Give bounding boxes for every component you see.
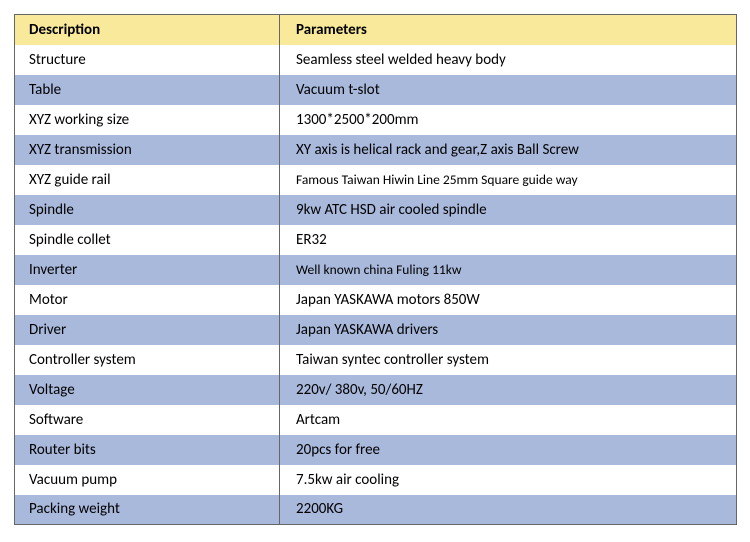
table-row: XYZ working size1300*2500*200mm [15, 105, 737, 135]
table-row: Controller systemTaiwan syntec controlle… [15, 345, 737, 375]
table-header-row: Description Parameters [15, 15, 737, 45]
table-row: TableVacuum t-slot [15, 75, 737, 105]
table-row: InverterWell known china Fuling 11kw [15, 255, 737, 285]
cell-parameter: Artcam [280, 405, 737, 435]
cell-description: Spindle collet [15, 225, 280, 255]
cell-description: XYZ guide rail [15, 165, 280, 195]
table-row: DriverJapan YASKAWA drivers [15, 315, 737, 345]
cell-parameter: Famous Taiwan Hiwin Line 25mm Square gui… [280, 165, 737, 195]
cell-description: Structure [15, 45, 280, 75]
table-row: XYZ transmissionXY axis is helical rack … [15, 135, 737, 165]
cell-description: XYZ transmission [15, 135, 280, 165]
table-row: MotorJapan YASKAWA motors 850W [15, 285, 737, 315]
cell-parameter: XY axis is helical rack and gear,Z axis … [280, 135, 737, 165]
table-row: Voltage220v/ 380v, 50/60HZ [15, 375, 737, 405]
cell-description: Inverter [15, 255, 280, 285]
cell-parameter: 9kw ATC HSD air cooled spindle [280, 195, 737, 225]
table-row: XYZ guide railFamous Taiwan Hiwin Line 2… [15, 165, 737, 195]
spec-table: Description Parameters StructureSeamless… [14, 14, 737, 525]
cell-description: Packing weight [15, 495, 280, 525]
header-description: Description [15, 15, 280, 45]
cell-description: XYZ working size [15, 105, 280, 135]
cell-parameter: ER32 [280, 225, 737, 255]
cell-parameter: Taiwan syntec controller system [280, 345, 737, 375]
cell-description: Voltage [15, 375, 280, 405]
cell-description: Table [15, 75, 280, 105]
cell-description: Spindle [15, 195, 280, 225]
table-row: StructureSeamless steel welded heavy bod… [15, 45, 737, 75]
header-parameters: Parameters [280, 15, 737, 45]
cell-parameter: 20pcs for free [280, 435, 737, 465]
cell-parameter: Japan YASKAWA drivers [280, 315, 737, 345]
table-row: SoftwareArtcam [15, 405, 737, 435]
cell-parameter: Vacuum t-slot [280, 75, 737, 105]
table-row: Spindle9kw ATC HSD air cooled spindle [15, 195, 737, 225]
table-row: Spindle colletER32 [15, 225, 737, 255]
table-row: Router bits20pcs for free [15, 435, 737, 465]
table-row: Vacuum pump7.5kw air cooling [15, 465, 737, 495]
cell-description: Router bits [15, 435, 280, 465]
cell-description: Controller system [15, 345, 280, 375]
cell-description: Driver [15, 315, 280, 345]
cell-parameter: Seamless steel welded heavy body [280, 45, 737, 75]
table-row: Packing weight2200KG [15, 495, 737, 525]
cell-description: Vacuum pump [15, 465, 280, 495]
cell-description: Motor [15, 285, 280, 315]
cell-parameter: 7.5kw air cooling [280, 465, 737, 495]
cell-parameter: Well known china Fuling 11kw [280, 255, 737, 285]
cell-description: Software [15, 405, 280, 435]
cell-parameter: Japan YASKAWA motors 850W [280, 285, 737, 315]
cell-parameter: 220v/ 380v, 50/60HZ [280, 375, 737, 405]
cell-parameter: 2200KG [280, 495, 737, 525]
cell-parameter: 1300*2500*200mm [280, 105, 737, 135]
